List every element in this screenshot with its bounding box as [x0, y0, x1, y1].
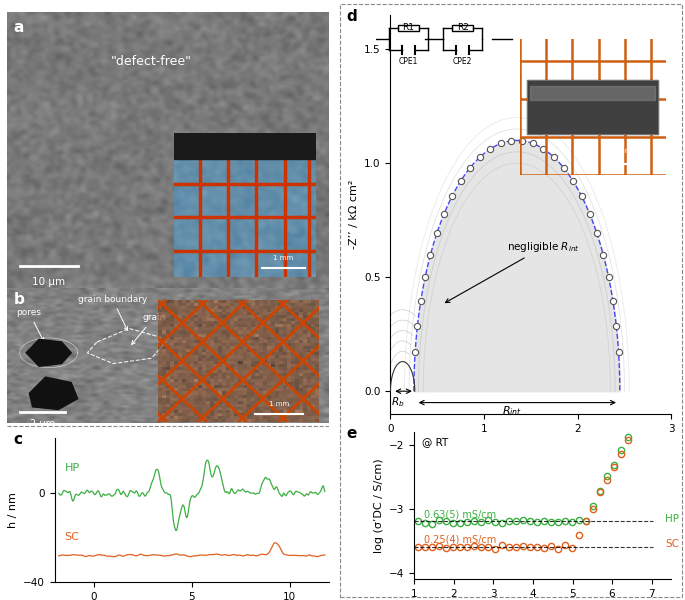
- Y-axis label: -Z’’ / kΩ cm²: -Z’’ / kΩ cm²: [349, 180, 358, 249]
- Text: b: b: [13, 292, 24, 307]
- Text: HP: HP: [64, 463, 79, 473]
- Y-axis label: h / nm: h / nm: [8, 492, 18, 528]
- Text: grain: grain: [132, 313, 166, 344]
- Y-axis label: log (σ’DC / S/cm): log (σ’DC / S/cm): [374, 458, 384, 553]
- Text: 10 μm: 10 μm: [32, 277, 65, 287]
- Text: "defect-free": "defect-free": [111, 55, 192, 68]
- Text: SC: SC: [64, 532, 79, 542]
- Text: @ RT: @ RT: [423, 437, 449, 447]
- Text: pores: pores: [16, 308, 44, 341]
- Text: 2 μm: 2 μm: [29, 419, 55, 429]
- Text: negligible $R_{int}$: negligible $R_{int}$: [445, 240, 580, 302]
- Text: SC: SC: [665, 539, 680, 550]
- Text: e: e: [346, 426, 356, 441]
- Polygon shape: [26, 340, 71, 366]
- Text: grain boundary: grain boundary: [77, 295, 147, 331]
- Text: HP: HP: [665, 514, 680, 524]
- Text: 0.25(4) mS/cm: 0.25(4) mS/cm: [424, 535, 497, 545]
- Text: a: a: [13, 20, 24, 35]
- X-axis label: Z’ / kΩ cm²: Z’ / kΩ cm²: [500, 439, 562, 449]
- Text: $R_{int}$: $R_{int}$: [502, 404, 522, 418]
- Text: 0.63(5) mS/cm: 0.63(5) mS/cm: [424, 509, 497, 519]
- Text: c: c: [14, 432, 23, 447]
- Polygon shape: [29, 377, 77, 409]
- Text: d: d: [346, 9, 357, 24]
- Text: $R_b$: $R_b$: [391, 395, 405, 409]
